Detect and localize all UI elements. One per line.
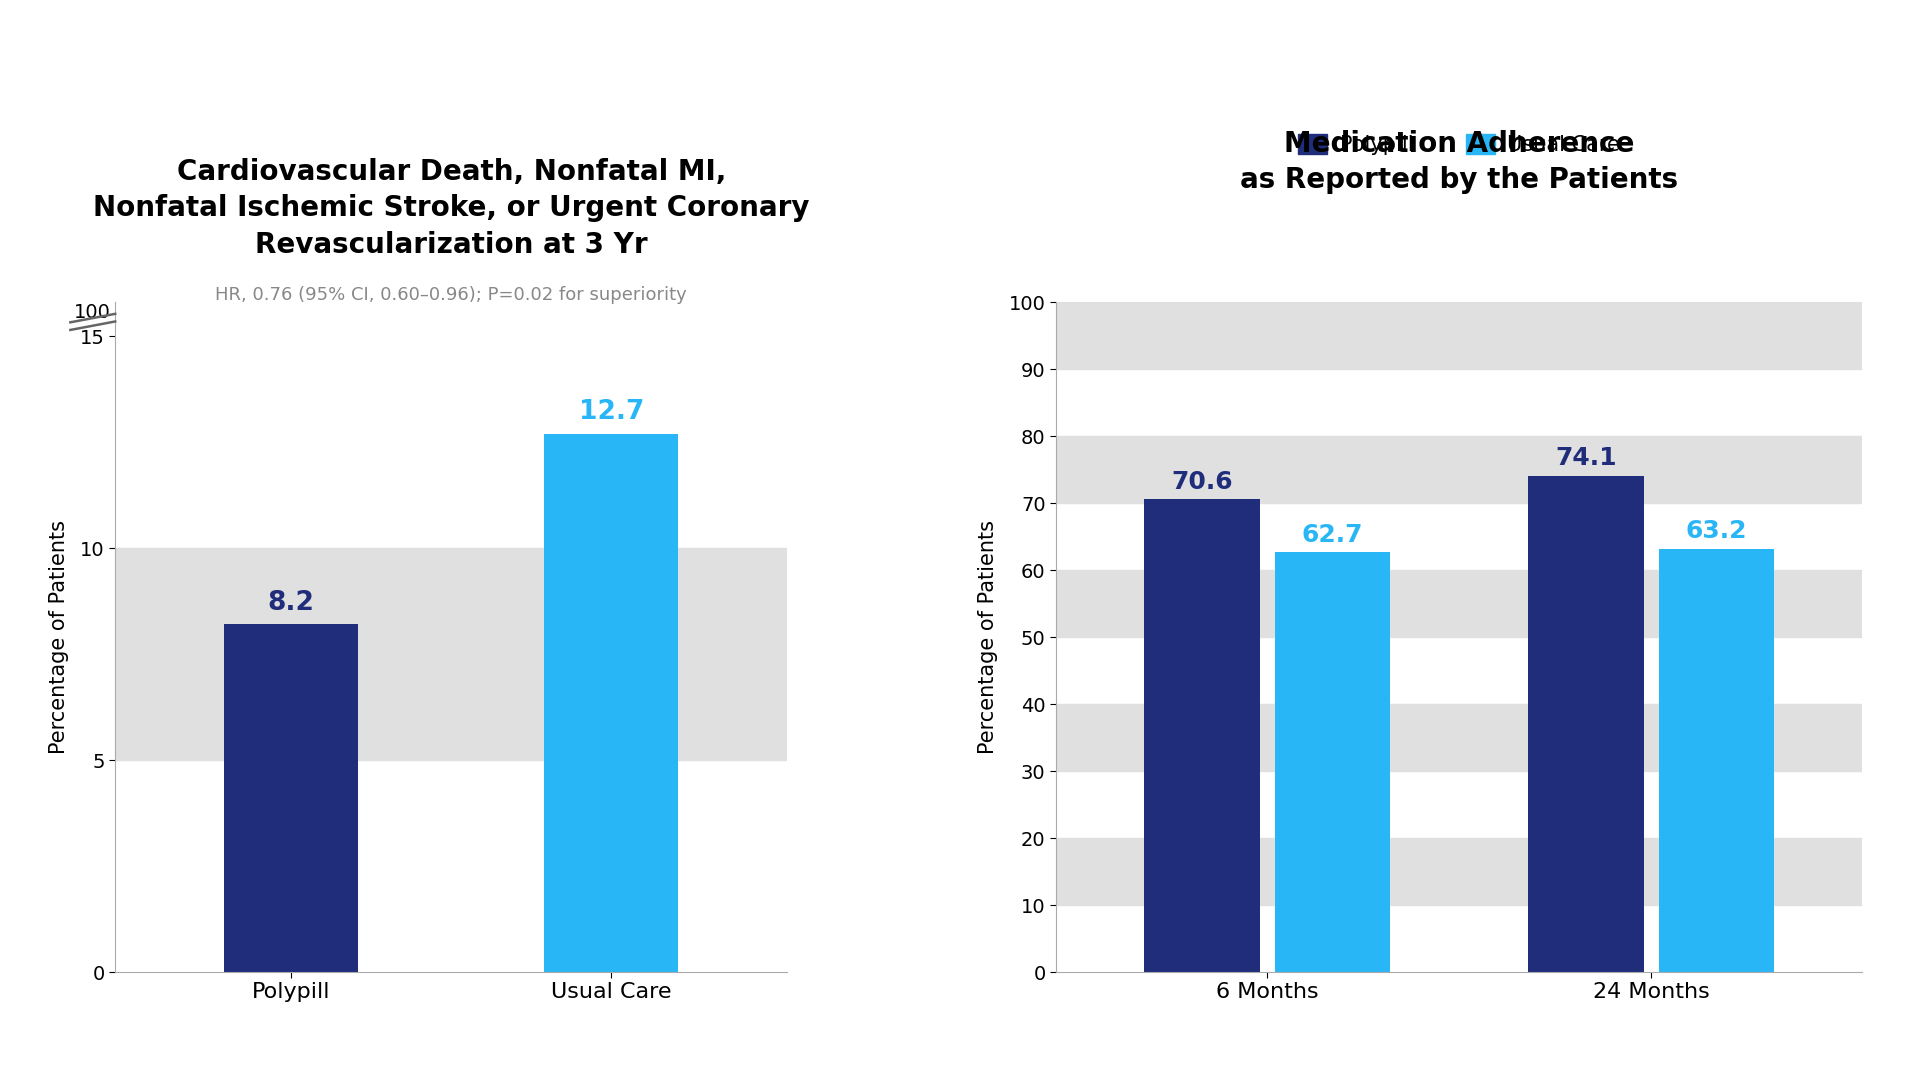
- Text: 100: 100: [75, 303, 111, 323]
- Bar: [1056, 704, 1862, 771]
- Bar: [1056, 302, 1862, 369]
- Text: 12.7: 12.7: [578, 400, 643, 426]
- Bar: [115, 549, 787, 760]
- Text: HR, 0.76 (95% CI, 0.60–0.96); P=0.02 for superiority: HR, 0.76 (95% CI, 0.60–0.96); P=0.02 for…: [215, 286, 687, 305]
- Bar: [543, 434, 678, 972]
- Text: Cardiovascular Death, Nonfatal MI,
Nonfatal Ischemic Stroke, or Urgent Coronary
: Cardiovascular Death, Nonfatal MI, Nonfa…: [92, 158, 810, 259]
- Text: Medication Adherence
as Reported by the Patients: Medication Adherence as Reported by the …: [1240, 130, 1678, 194]
- Legend: Polypill, Usual Care: Polypill, Usual Care: [1290, 125, 1628, 163]
- Bar: [1528, 476, 1644, 972]
- Text: 62.7: 62.7: [1302, 523, 1363, 546]
- Bar: [1275, 552, 1390, 972]
- Text: 70.6: 70.6: [1171, 470, 1233, 494]
- Text: 63.2: 63.2: [1686, 519, 1747, 543]
- Bar: [1056, 436, 1862, 503]
- Y-axis label: Percentage of Patients: Percentage of Patients: [977, 521, 998, 754]
- Bar: [1056, 570, 1862, 637]
- Bar: [1056, 838, 1862, 905]
- Bar: [225, 624, 359, 972]
- Bar: [1659, 549, 1774, 972]
- Text: 8.2: 8.2: [267, 590, 315, 616]
- Y-axis label: Percentage of Patients: Percentage of Patients: [48, 521, 69, 754]
- Bar: [1144, 499, 1260, 972]
- Text: 74.1: 74.1: [1555, 446, 1617, 471]
